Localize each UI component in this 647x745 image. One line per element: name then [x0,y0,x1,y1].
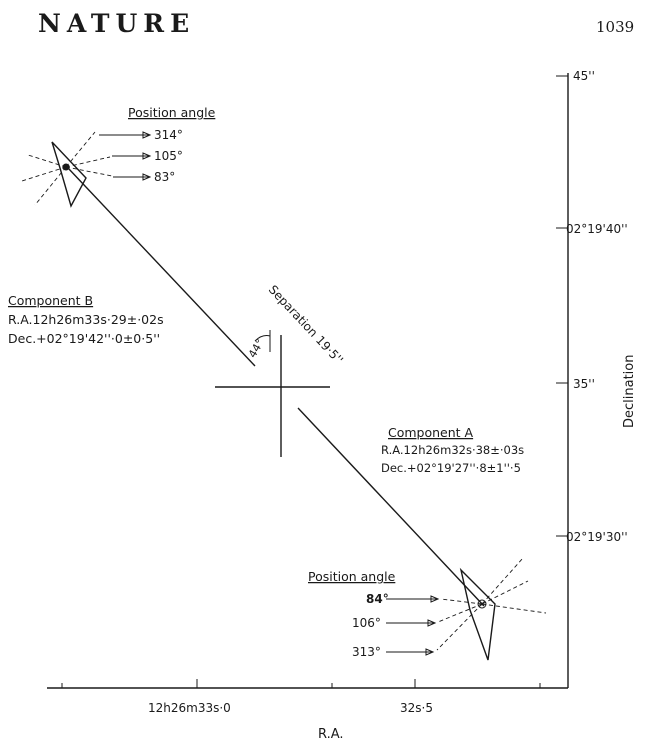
component-a-symbol [436,557,547,661]
position-angle-title-b: Position angle [128,105,216,120]
y-tick-label: 45'' [573,69,595,83]
component-a-ra: R.A.12h26m32s·38±·03s [381,443,524,457]
connecting-line-a [297,407,485,607]
position-angle-b: 83° [154,170,175,184]
y-tick-label: 35'' [573,377,595,391]
x-axis-label: R.A. [318,727,344,742]
y-tick-label: 02°19'30'' [566,530,628,544]
component-a-dec: Dec.+02°19'27''·8±1''·5 [381,461,521,475]
x-tick-label: 12h26m33s·0 [148,701,231,715]
component-a-title: Component A [388,425,474,440]
separation-angle: 44° [246,337,267,360]
separation-annotation: 44° Separation 19·5'' [246,282,346,366]
component-b-title: Component B [8,293,93,308]
component-b-ra: R.A.12h26m33s·29±·02s [8,312,164,327]
centre-marker [215,335,330,457]
component-b-info: Component B R.A.12h26m33s·29±·02s Dec.+0… [8,293,164,346]
component-b-dec: Dec.+02°19'42''·0±0·5'' [8,331,160,346]
component-a-position-angles: Position angle 84° 106° 313° [308,569,440,659]
position-angle-a: 313° [352,645,381,659]
position-angle-b: 314° [154,128,183,142]
x-tick-label: 32s·5 [400,701,433,715]
component-a-info: Component A R.A.12h26m32s·38±·03s Dec.+0… [381,425,524,475]
y-axis-label: Declination [622,355,637,429]
position-angle-a: 84° [366,592,389,606]
separation-label: Separation 19·5'' [266,282,346,366]
position-angle-b: 105° [154,149,183,163]
journal-title: NATURE [38,9,195,38]
position-angle-title-a: Position angle [308,569,396,584]
separation-angle-arc [254,335,271,342]
position-angle-a: 106° [352,616,381,630]
y-tick-label: 02°19'40'' [566,222,628,236]
component-b-symbol [21,131,113,208]
axes: 12h26m33s·0 32s·5 R.A. 45'' 02°19'40'' 3… [47,69,637,742]
connecting-line-b [67,167,256,367]
page-number: 1039 [596,18,634,36]
component-b-position-angles: Position angle 314° 105° 83° [99,105,216,184]
